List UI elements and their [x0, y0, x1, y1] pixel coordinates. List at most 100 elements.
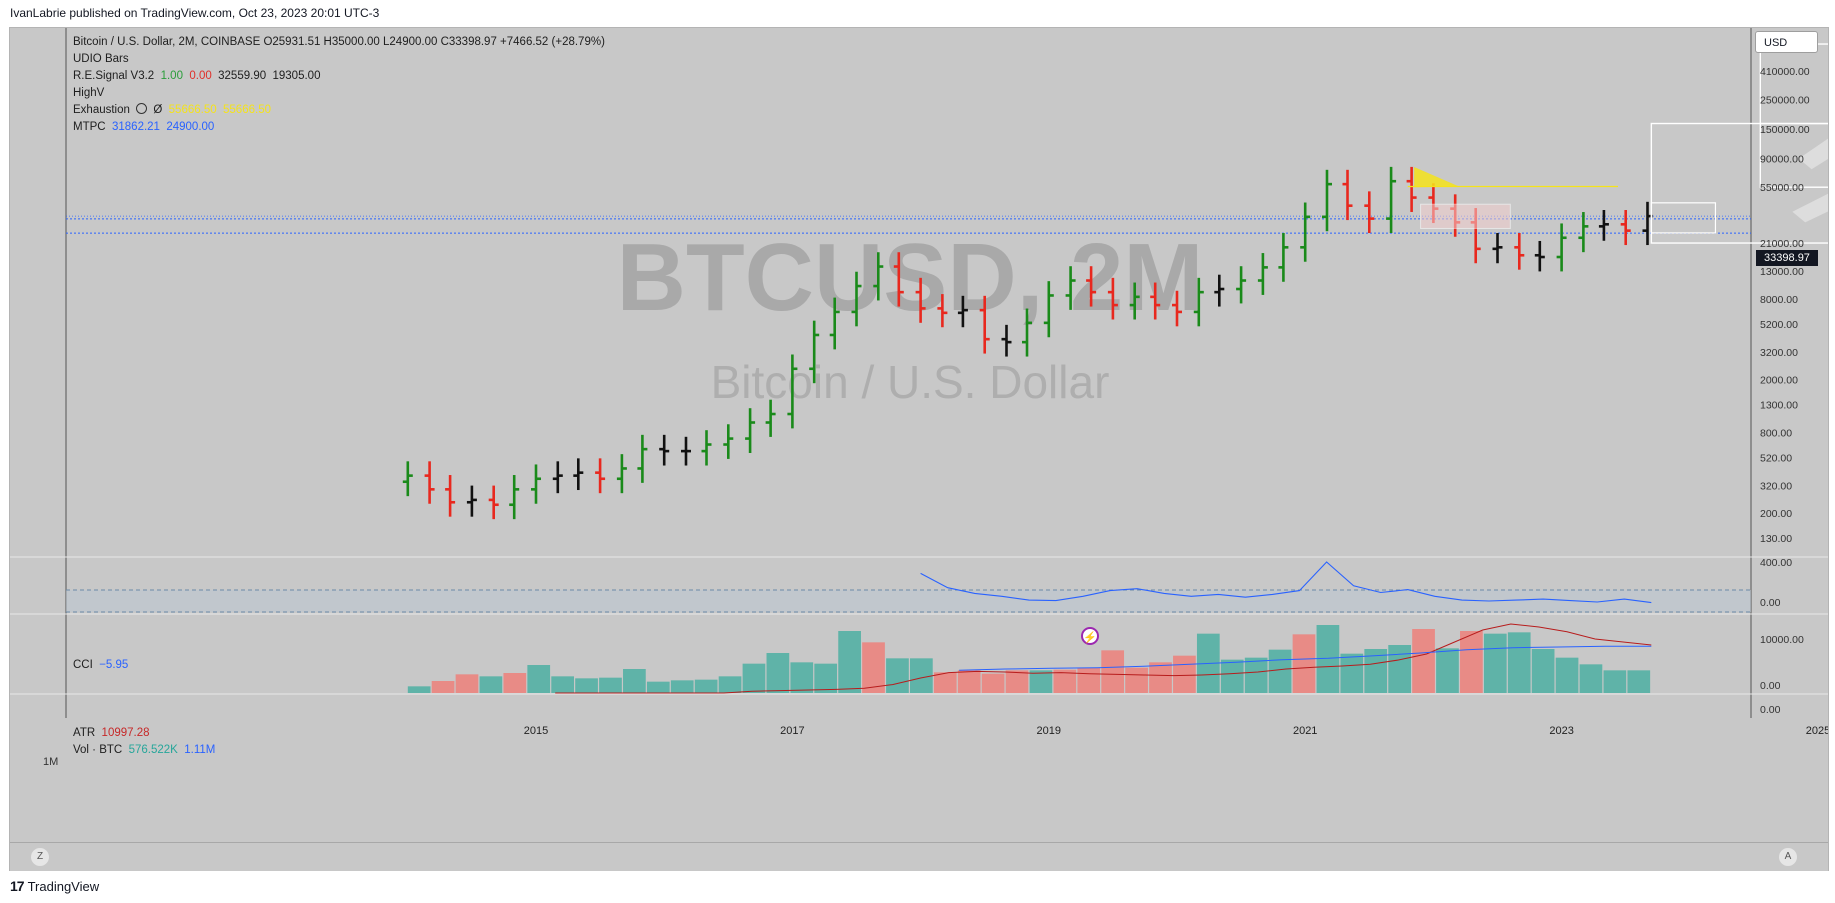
price-tick-label: 150000.00	[1760, 124, 1810, 136]
projection-arrow-1	[1792, 193, 1828, 223]
lightning-icon[interactable]: ⚡	[1081, 627, 1099, 645]
price-tick-label: 3200.00	[1760, 347, 1798, 359]
chart-legend: Bitcoin / U.S. Dollar, 2M, COINBASE O259…	[73, 34, 605, 136]
volume-ma-line	[959, 645, 1652, 671]
exhaustion-triangle	[1414, 166, 1460, 188]
vol-label: Vol · BTC	[73, 744, 123, 756]
volume-bar	[407, 686, 431, 693]
volume-bar	[1460, 631, 1483, 693]
cci-label: CCI	[73, 659, 93, 671]
re-signal-value-1: 1.00	[160, 70, 183, 82]
exhaustion-label: Exhaustion	[73, 104, 130, 116]
footer-brand: 17 TradingView	[10, 878, 99, 894]
volume-bar	[742, 663, 766, 693]
exhaustion-circle-icon	[136, 103, 148, 114]
volume-bar	[623, 669, 646, 693]
projection-box-small	[1650, 202, 1717, 234]
auto-scale-button[interactable]: A	[1779, 848, 1797, 866]
price-tick-label: 130.00	[1760, 533, 1792, 545]
atr-value: 10997.28	[101, 727, 150, 739]
price-tick-label: 410000.00	[1760, 66, 1810, 78]
publish-header: IvanLabrie published on TradingView.com,…	[10, 6, 380, 20]
tradingview-logo-icon: 17	[10, 878, 25, 894]
time-tick-label: 2019	[1037, 725, 1061, 737]
price-tick-label: 200.00	[1760, 508, 1792, 520]
price-tick-label: 2000.00	[1760, 374, 1798, 386]
volume-bar	[814, 663, 838, 693]
price-tick-label: 21000.00	[1760, 238, 1804, 250]
time-axis-bar	[10, 842, 1828, 871]
price-tick-label: 5200.00	[1760, 319, 1798, 331]
volume-bar	[1101, 650, 1125, 693]
volume-bar	[670, 680, 694, 693]
volume-bar	[479, 676, 503, 693]
volume-bar	[957, 670, 981, 693]
volume-bar	[909, 658, 933, 693]
vol-legend: Vol · BTC 576.522K 1.11M	[73, 744, 215, 756]
time-tick-label: 2015	[524, 725, 548, 737]
volume-bar	[933, 672, 957, 693]
price-tick-label: 8000.00	[1760, 294, 1798, 306]
volume-bar	[1125, 667, 1148, 693]
cci-tick-label: 400.00	[1760, 557, 1792, 569]
exhaustion-value-2: 55666.50	[223, 104, 271, 116]
cci-line	[920, 561, 1652, 604]
volume-bar	[1364, 649, 1388, 693]
volume-tick-label: 10000.00	[1760, 634, 1804, 646]
time-tick-label: 2025	[1806, 725, 1828, 737]
volume-bar	[527, 665, 551, 693]
mtpc-legend: MTPC 31862.21 24900.00	[73, 119, 605, 136]
atr-label: ATR	[73, 727, 96, 739]
exhaustion-symbol: Ø	[153, 104, 163, 116]
re-signal-value-3: 32559.90	[218, 70, 267, 82]
volume-bar	[862, 642, 885, 693]
watermark-ticker: BTCUSD, 2M	[617, 224, 1204, 331]
volume-bar	[1388, 645, 1411, 693]
cci-value: −5.95	[99, 659, 129, 671]
currency-button[interactable]: USD	[1755, 31, 1818, 53]
volume-bar	[551, 676, 574, 693]
volume-bar	[1316, 625, 1340, 693]
resistance-zone	[1420, 203, 1511, 229]
highv-label: HighV	[73, 87, 105, 99]
volume-bar	[1555, 657, 1579, 693]
re-signal-value-2: 0.00	[189, 70, 212, 82]
volume-bar	[766, 653, 790, 693]
cci-legend: CCI −5.95	[73, 659, 128, 671]
price-tick-label: 90000.00	[1760, 154, 1804, 166]
time-tick-label: 2023	[1549, 725, 1573, 737]
volume-bar	[1603, 670, 1627, 693]
volume-bar	[1436, 648, 1459, 693]
volume-bar	[1149, 662, 1172, 693]
volume-bar	[599, 677, 622, 693]
volume-bar	[1340, 653, 1364, 693]
volume-bar	[694, 679, 718, 693]
mtpc-value-2: 24900.00	[166, 121, 215, 133]
exhaustion-value-1: 55666.50	[168, 104, 217, 116]
volume-bar	[1292, 634, 1316, 693]
volume-bar	[1077, 667, 1101, 693]
projection-box-2	[1759, 43, 1828, 188]
volume-bar	[575, 678, 598, 693]
cci-tick-label: 0.00	[1760, 597, 1781, 609]
price-tick-label: 800.00	[1760, 427, 1792, 439]
re-signal-value-4: 19305.00	[272, 70, 321, 82]
volume-bar	[1029, 670, 1053, 693]
volume-bar	[1005, 670, 1029, 693]
zoom-z-button[interactable]: Z	[31, 848, 49, 866]
price-tick-label: 520.00	[1760, 452, 1792, 464]
volume-tick-label: 0.00	[1760, 704, 1781, 716]
volume-bar	[838, 631, 861, 693]
time-tick-label: 2021	[1293, 725, 1317, 737]
price-tick-label: 250000.00	[1760, 94, 1810, 106]
symbol-info-line: Bitcoin / U.S. Dollar, 2M, COINBASE O259…	[73, 36, 605, 48]
price-tick-label: 1300.00	[1760, 399, 1798, 411]
volume-bar	[1627, 670, 1651, 693]
volume-bar	[1268, 649, 1292, 693]
price-tick-label: 13000.00	[1760, 266, 1804, 278]
volume-bar	[1053, 669, 1077, 693]
volume-bar	[718, 676, 742, 693]
exhaustion-legend: Exhaustion Ø 55666.50 55666.50	[73, 102, 605, 119]
